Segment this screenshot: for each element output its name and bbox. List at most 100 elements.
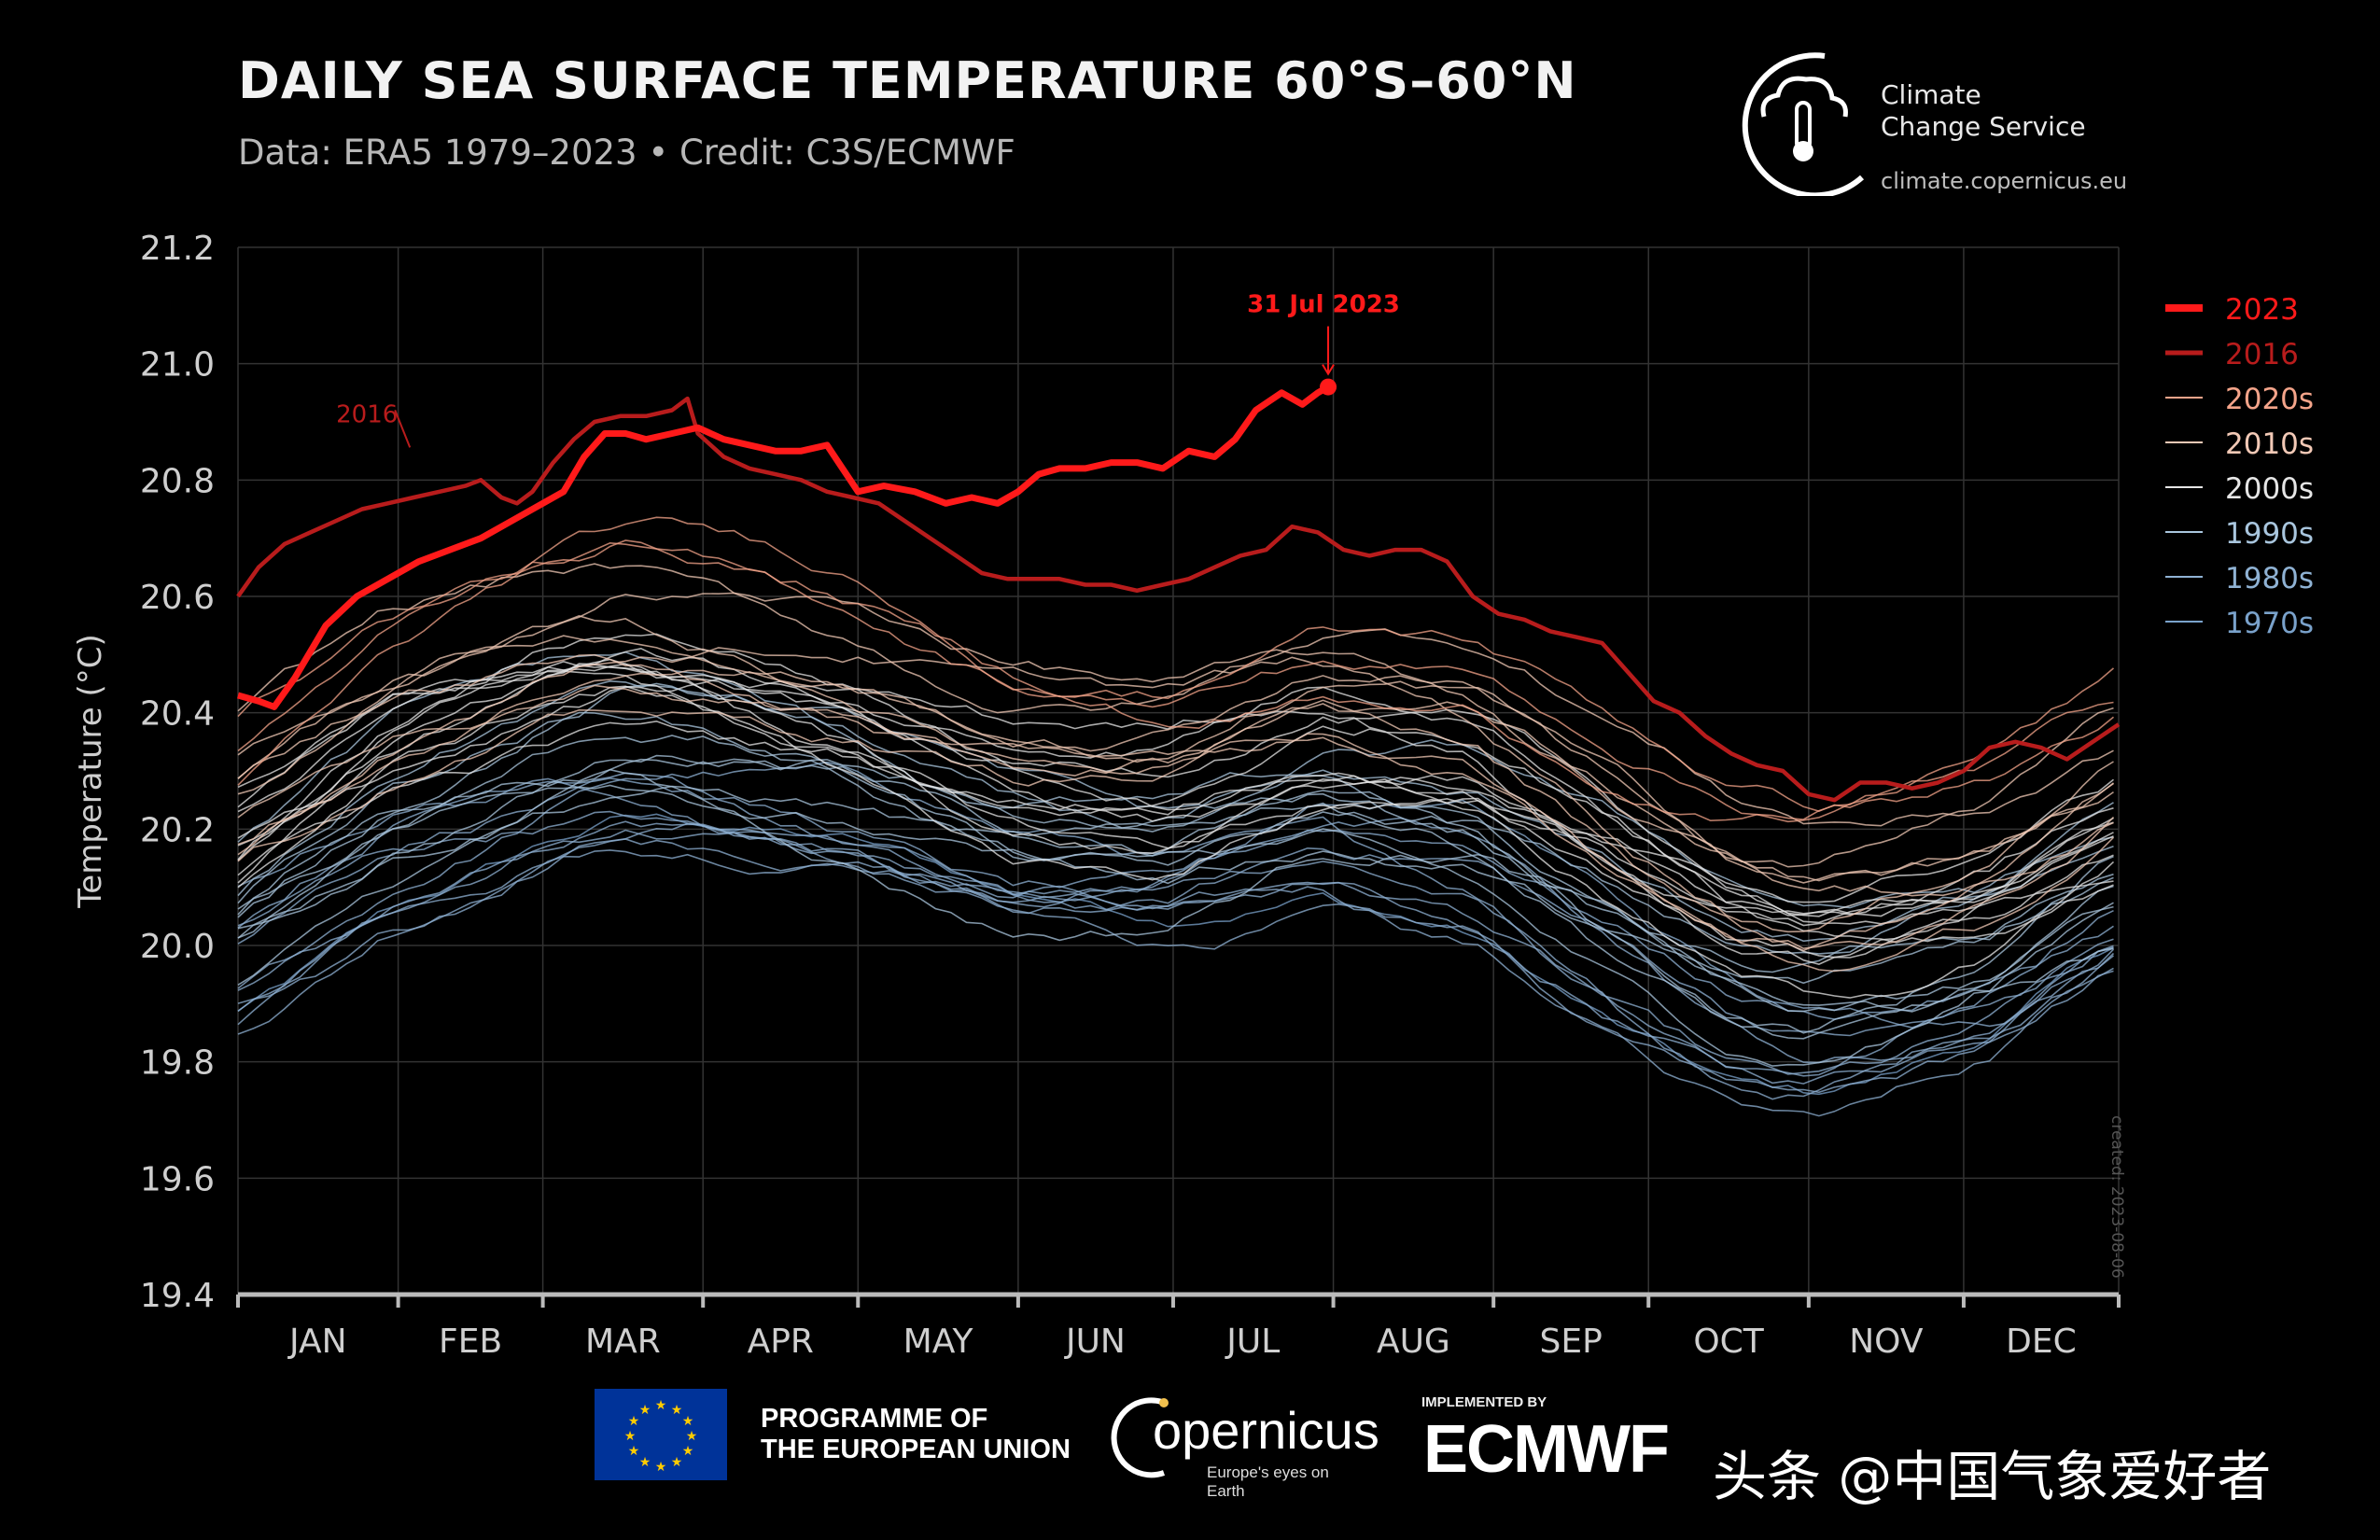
x-tick-label: NOV [1849, 1323, 1924, 1361]
year-line-1990 [237, 758, 2114, 1067]
created-date-note: created: 2023-08-06 [2107, 1115, 2126, 1279]
legend: 2023 2016 2020s 2010s 2000s 1990s 1980s 1970s [2165, 293, 2314, 640]
year-line-1993 [237, 784, 2114, 1013]
svg-text:★: ★ [628, 1444, 640, 1459]
x-tick-label: MAR [585, 1323, 661, 1361]
legend-label-1980s: 1980s [2225, 562, 2314, 595]
eu-programme-text: PROGRAMME OF THE EUROPEAN UNION [761, 1404, 1071, 1465]
copernicus-word: opernicus [1153, 1401, 1379, 1460]
eu-line1: PROGRAMME OF [761, 1404, 988, 1434]
svg-text:★: ★ [671, 1403, 683, 1418]
background-year-lines [237, 516, 2115, 1117]
y-tick-label: 19.6 [140, 1160, 215, 1198]
legend-label-2000s: 2000s [2225, 472, 2314, 506]
year-line-1994 [237, 735, 2114, 985]
chart-subtitle: Data: ERA5 1979–2023 • Credit: C3S/ECMWF [238, 133, 1015, 173]
x-tick-label: APR [748, 1323, 814, 1361]
x-tick-label: JAN [287, 1323, 347, 1361]
year-line-2007 [237, 664, 2114, 917]
svg-text:★: ★ [655, 1460, 667, 1475]
legend-label-2010s: 2010s [2225, 427, 2314, 461]
year-line-1992 [237, 754, 2114, 1034]
svg-text:★: ★ [682, 1414, 694, 1429]
copernicus-logo: opernicus Europe's eyes on Earth [1106, 1391, 1379, 1500]
annotations: 31 Jul 2023 2016 [336, 291, 1400, 448]
year-line-2012 [237, 684, 2115, 950]
year-line-2020 [237, 539, 2114, 823]
y-tick-label: 21.0 [140, 346, 215, 385]
series-2023-endpoint [1320, 378, 1337, 396]
annotation-arrow-2016 [394, 410, 412, 448]
x-tick-label: AUG [1377, 1323, 1450, 1361]
legend-label-2016: 2016 [2225, 338, 2299, 371]
y-tick-label: 20.6 [140, 579, 215, 617]
year-line-1983 [237, 829, 2114, 1075]
y-tick-label: 20.4 [140, 695, 215, 734]
legend-label-2020s: 2020s [2225, 383, 2314, 416]
annotation-arrowhead-2023 [1322, 364, 1335, 376]
x-tick-label: SEP [1540, 1323, 1603, 1361]
c3s-name-line1: Climate [1881, 79, 1981, 110]
ecmwf-logo: ECMWF [1423, 1412, 1670, 1487]
x-tick-label: JUN [1064, 1323, 1126, 1361]
year-line-2015 [237, 592, 2114, 868]
svg-text:★: ★ [628, 1414, 640, 1429]
year-line-1987 [237, 810, 2115, 1064]
chart-title: DAILY SEA SURFACE TEMPERATURE 60°S–60°N [238, 51, 1577, 110]
y-tick-label: 19.4 [140, 1277, 215, 1315]
y-axis-label: Temperature (°C) [72, 634, 109, 908]
year-line-1999 [237, 651, 2114, 909]
grid [237, 246, 2120, 1295]
svg-text:★: ★ [655, 1398, 667, 1413]
annotation-2016: 2016 [336, 400, 398, 428]
eu-line2: THE EUROPEAN UNION [761, 1435, 1071, 1464]
c3s-name: Climate Change Service [1881, 79, 2086, 143]
legend-label-2023: 2023 [2225, 293, 2299, 327]
y-tick-label: 21.2 [140, 230, 215, 268]
year-line-1991 [237, 768, 2114, 1013]
c3s-name-line2: Change Service [1881, 111, 2086, 142]
legend-label-1970s: 1970s [2225, 607, 2314, 640]
year-line-2022 [237, 516, 2115, 822]
c3s-url: climate.copernicus.eu [1881, 168, 2128, 194]
x-tick-label: OCT [1693, 1323, 1764, 1361]
c3s-brand: Climate Change Service climate.copernicu… [1722, 37, 2151, 199]
year-line-1988 [237, 777, 2114, 1029]
copernicus-tagline: Europe's eyes on Earth [1207, 1463, 1329, 1500]
year-line-2002 [237, 670, 2114, 927]
svg-text:★: ★ [686, 1429, 698, 1444]
x-tick-label: DEC [2006, 1323, 2077, 1361]
svg-text:★: ★ [639, 1455, 651, 1470]
c3s-logo-icon [1742, 52, 1865, 199]
x-tick-label: JUL [1225, 1323, 1280, 1361]
y-tick-label: 20.0 [140, 928, 215, 966]
year-line-2001 [237, 658, 2114, 944]
svg-text:★: ★ [639, 1403, 651, 1418]
svg-text:★: ★ [671, 1455, 683, 1470]
year-line-2018 [237, 615, 2114, 884]
series-line-2023 [237, 384, 1330, 710]
x-tick-label: MAY [903, 1323, 974, 1361]
watermark-text: 头条 @中国气象爱好者 [1713, 1445, 2272, 1508]
year-line-1985 [237, 849, 2114, 1117]
annotation-31-jul-2023: 31 Jul 2023 [1247, 291, 1400, 319]
year-line-1982 [237, 822, 2114, 1100]
year-line-2017 [237, 653, 2114, 897]
year-line-2006 [237, 663, 2114, 917]
year-line-2009 [237, 665, 2114, 924]
year-line-2014 [237, 669, 2114, 952]
eu-flag-icon: ★ ★ ★ ★ ★ ★ ★ ★ ★ ★ ★ ★ [595, 1389, 727, 1480]
series-line-2016 [236, 396, 2121, 803]
year-line-2011 [237, 647, 2114, 933]
y-tick-label: 20.8 [140, 462, 215, 500]
year-line-1979 [237, 813, 2114, 1096]
year-line-1996 [237, 711, 2114, 955]
year-line-2021 [237, 541, 2115, 813]
x-tick-label: FEB [439, 1323, 502, 1361]
highlight-lines [236, 378, 2121, 803]
year-line-1995 [237, 785, 2114, 1040]
year-line-2004 [237, 633, 2115, 903]
y-tick-label: 19.8 [140, 1044, 215, 1083]
axes: 19.4 19.6 19.8 20.0 20.2 20.4 20.6 20.8 21.0 21.2… [72, 230, 2121, 1361]
